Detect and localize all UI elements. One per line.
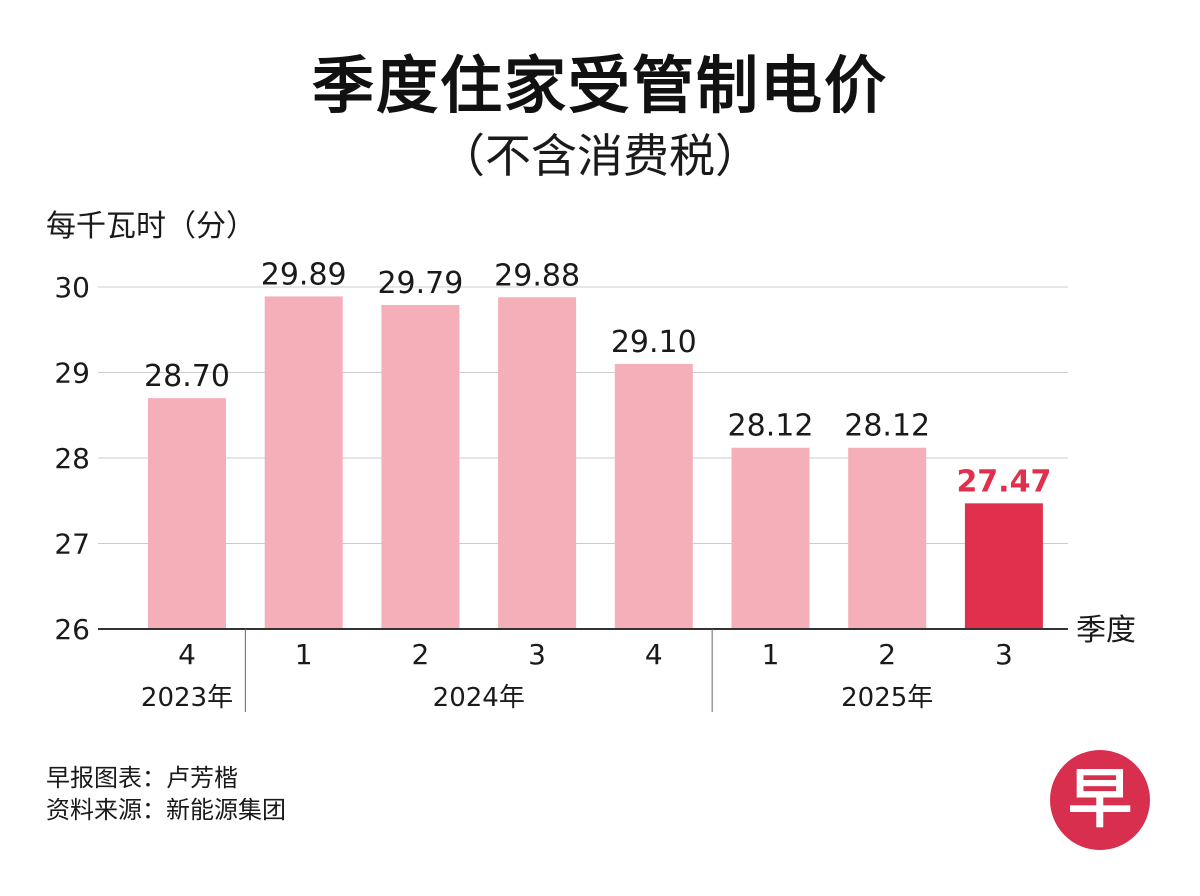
- bar-highlight: [964, 503, 1043, 629]
- x-tick-label: 3: [995, 638, 1013, 671]
- year-group-label: 2025年: [841, 683, 933, 713]
- chart-title: 季度住家受管制电价: [311, 49, 888, 122]
- x-tick-label: 2: [878, 638, 896, 671]
- x-axis-label: 季度: [1076, 613, 1136, 648]
- value-label: 29.88: [494, 258, 580, 293]
- logo-glyph: 早: [1068, 763, 1132, 837]
- bar: [498, 297, 577, 629]
- value-label: 28.12: [728, 409, 814, 444]
- value-label: 29.89: [261, 257, 347, 292]
- chart-subtitle: （不含消费税）: [439, 129, 761, 183]
- y-tick-label: 28: [54, 442, 90, 475]
- value-label: 28.70: [144, 359, 230, 394]
- y-tick-label: 30: [54, 271, 90, 304]
- bar: [848, 447, 927, 629]
- bar: [264, 296, 343, 629]
- bar: [148, 398, 226, 629]
- bar: [731, 447, 810, 629]
- x-tick-label: 4: [645, 638, 663, 671]
- bar: [614, 363, 693, 629]
- value-label: 29.79: [377, 266, 463, 301]
- value-label: 27.47: [956, 464, 1051, 499]
- y-tick-label: 27: [54, 528, 90, 561]
- x-tick-label: 1: [762, 638, 780, 671]
- x-tick-label: 1: [295, 638, 313, 671]
- x-tick-label: 4: [178, 638, 196, 671]
- value-label: 28.12: [844, 409, 930, 444]
- source-line: 资料来源：新能源集团: [46, 796, 286, 824]
- value-label: 29.10: [611, 325, 697, 360]
- year-group-label: 2024年: [433, 683, 525, 713]
- credits: 早报图表：卢芳楷 资料来源：新能源集团: [46, 762, 286, 826]
- y-tick-label: 26: [54, 613, 90, 646]
- x-tick-label: 3: [528, 638, 546, 671]
- x-tick-label: 2: [411, 638, 429, 671]
- y-tick-label: 29: [54, 357, 90, 390]
- year-group-label: 2023年: [141, 683, 233, 713]
- credit-line: 早报图表：卢芳楷: [46, 764, 238, 792]
- zaobao-logo: 早: [1050, 750, 1150, 850]
- y-axis-label: 每千瓦时（分）: [46, 209, 256, 244]
- bar: [381, 304, 460, 629]
